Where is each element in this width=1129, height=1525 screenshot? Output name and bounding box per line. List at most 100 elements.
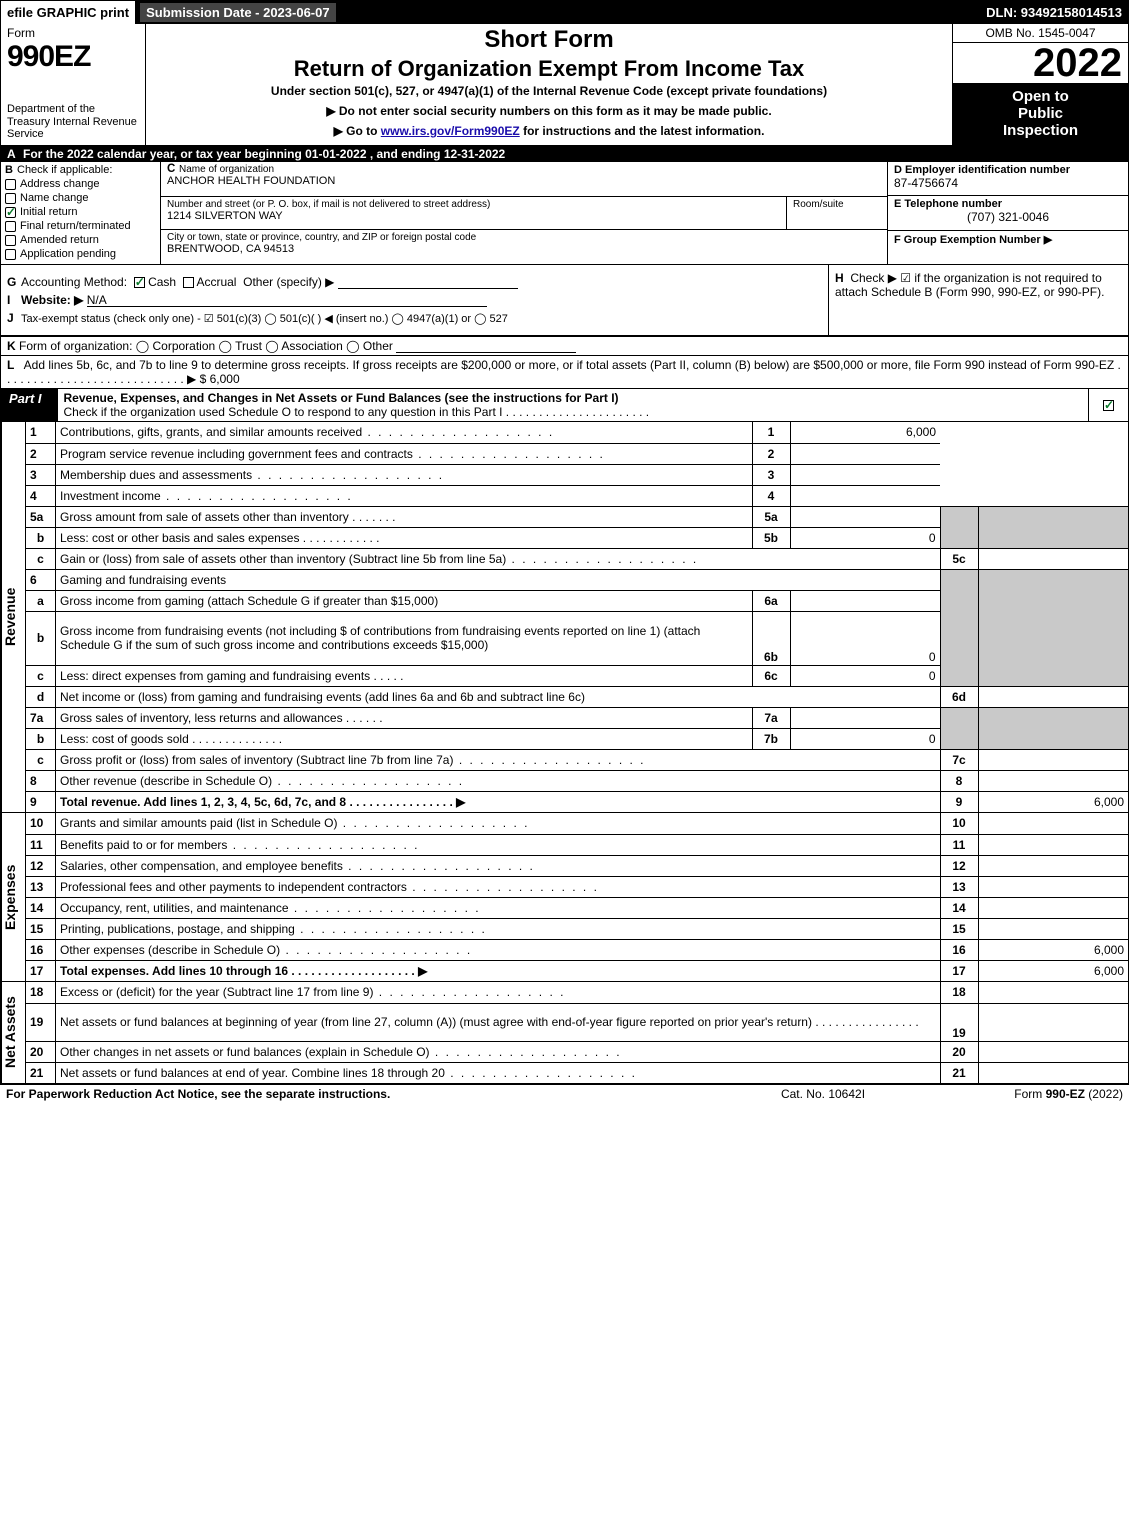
line-a: AFor the 2022 calendar year, or tax year… <box>1 146 1128 162</box>
part-i-header: Part I Revenue, Expenses, and Changes in… <box>1 389 1128 422</box>
website-value: N/A <box>87 293 487 307</box>
amount-17: 6,000 <box>978 960 1128 981</box>
amount-15 <box>978 918 1128 939</box>
cb-final-return[interactable]: Final return/terminated <box>5 220 156 232</box>
row-4: 4Investment income 4 <box>26 485 1129 506</box>
row-15: 15Printing, publications, postage, and s… <box>26 918 1129 939</box>
amount-19 <box>978 1003 1128 1041</box>
expenses-side-label: Expenses <box>1 813 25 981</box>
row-14: 14Occupancy, rent, utilities, and mainte… <box>26 897 1129 918</box>
part-i-title: Revenue, Expenses, and Changes in Net As… <box>64 391 619 405</box>
cb-application-pending[interactable]: Application pending <box>5 248 156 260</box>
row-7a: 7a Gross sales of inventory, less return… <box>26 707 1129 728</box>
part-i-tab: Part I <box>1 389 58 421</box>
row-17: 17Total expenses. Add lines 10 through 1… <box>26 960 1129 981</box>
header-left: Form 990EZ Department of the Treasury In… <box>1 24 146 145</box>
inner-7b: 0 <box>790 728 940 749</box>
form-number: 990EZ <box>7 40 139 74</box>
form-version: Form 990-EZ (2022) <box>923 1087 1123 1101</box>
city-value: BRENTWOOD, CA 94513 <box>167 243 294 255</box>
amount-7c <box>978 749 1128 770</box>
phone-value: (707) 321-0046 <box>894 210 1122 224</box>
under-section-text: Under section 501(c), 527, or 4947(a)(1)… <box>154 84 944 98</box>
amount-16: 6,000 <box>978 939 1128 960</box>
inner-5a <box>790 506 940 527</box>
inspection-line3: Inspection <box>955 122 1126 139</box>
room-label: Room/suite <box>793 199 844 210</box>
amount-21 <box>978 1062 1128 1083</box>
amount-10 <box>978 813 1128 834</box>
inner-7a <box>790 707 940 728</box>
row-8: 8Other revenue (describe in Schedule O) … <box>26 770 1129 791</box>
amount-11 <box>978 834 1128 855</box>
line-l-text: Add lines 5b, 6c, and 7b to line 9 to de… <box>7 358 1121 386</box>
inner-6c: 0 <box>790 665 940 686</box>
row-18: 18Excess or (deficit) for the year (Subt… <box>26 982 1129 1003</box>
paperwork-notice: For Paperwork Reduction Act Notice, see … <box>6 1087 723 1101</box>
department-label: Department of the Treasury Internal Reve… <box>7 103 139 141</box>
cb-cash[interactable] <box>134 277 145 288</box>
cb-name-change[interactable]: Name change <box>5 192 156 204</box>
other-org-field[interactable] <box>396 339 576 353</box>
amount-18 <box>978 982 1128 1003</box>
column-b-checkboxes: BCheck if applicable: Address change Nam… <box>1 162 161 264</box>
catalog-number: Cat. No. 10642I <box>723 1087 923 1101</box>
other-method-field[interactable] <box>338 275 518 289</box>
header-right: OMB No. 1545-0047 2022 Open to Public In… <box>953 24 1128 145</box>
efile-print-button[interactable]: efile GRAPHIC print <box>1 1 137 24</box>
row-2: 2Program service revenue including gover… <box>26 443 1129 464</box>
row-19: 19Net assets or fund balances at beginni… <box>26 1003 1129 1041</box>
inner-6a <box>790 590 940 611</box>
row-1: 1 Contributions, gifts, grants, and simi… <box>26 422 1129 443</box>
cb-address-change[interactable]: Address change <box>5 178 156 190</box>
irs-link[interactable]: www.irs.gov/Form990EZ <box>381 124 520 138</box>
expenses-section: Expenses 10Grants and similar amounts pa… <box>1 813 1128 982</box>
row-7c: cGross profit or (loss) from sales of in… <box>26 749 1129 770</box>
row-10: 10Grants and similar amounts paid (list … <box>26 813 1129 834</box>
row-5a: 5a Gross amount from sale of assets othe… <box>26 506 1129 527</box>
website-label: Website: ▶ <box>21 293 83 307</box>
line-h-text: Check ▶ ☑ if the organization is not req… <box>835 271 1104 299</box>
line-k: K Form of organization: ◯ Corporation ◯ … <box>1 336 1128 355</box>
cb-accrual[interactable] <box>183 277 194 288</box>
row-3: 3Membership dues and assessments 3 <box>26 464 1129 485</box>
net-assets-section: Net Assets 18Excess or (deficit) for the… <box>1 982 1128 1084</box>
amount-20 <box>978 1041 1128 1062</box>
row-16: 16Other expenses (describe in Schedule O… <box>26 939 1129 960</box>
check-if-applicable-label: Check if applicable: <box>17 164 112 176</box>
cb-initial-return[interactable]: Initial return <box>5 206 156 218</box>
cb-schedule-o-part1[interactable] <box>1103 400 1114 411</box>
phone-label: E Telephone number <box>894 198 1122 210</box>
top-bar: efile GRAPHIC print Submission Date - 20… <box>1 1 1128 24</box>
tax-year: 2022 <box>953 43 1128 84</box>
cb-amended-return[interactable]: Amended return <box>5 234 156 246</box>
row-6d: dNet income or (loss) from gaming and fu… <box>26 686 1129 707</box>
ein-value: 87-4756674 <box>894 176 1122 190</box>
row-21: 21Net assets or fund balances at end of … <box>26 1062 1129 1083</box>
ssn-warning: ▶ Do not enter social security numbers o… <box>154 104 944 118</box>
line-j: JTax-exempt status (check only one) - ☑ … <box>7 311 822 325</box>
line-i: IWebsite: ▶ N/A <box>7 293 822 307</box>
row-20: 20Other changes in net assets or fund ba… <box>26 1041 1129 1062</box>
street-label: Number and street (or P. O. box, if mail… <box>167 199 490 210</box>
city-label: City or town, state or province, country… <box>167 232 476 243</box>
form-of-org: Form of organization: ◯ Corporation ◯ Tr… <box>19 339 393 353</box>
submission-date: Submission Date - 2023-06-07 <box>139 2 337 23</box>
amount-13 <box>978 876 1128 897</box>
section-b-thru-f: BCheck if applicable: Address change Nam… <box>1 162 1128 265</box>
accounting-method-label: Accounting Method: <box>21 275 127 289</box>
page-footer: For Paperwork Reduction Act Notice, see … <box>0 1085 1129 1103</box>
inner-6b: 0 <box>790 611 940 665</box>
row-6: 6Gaming and fundraising events <box>26 569 1129 590</box>
goto-post: for instructions and the latest informat… <box>520 124 765 138</box>
amount-4 <box>790 485 940 506</box>
row-12: 12Salaries, other compensation, and empl… <box>26 855 1129 876</box>
short-form-title: Short Form <box>154 26 944 54</box>
form-word: Form <box>7 26 139 40</box>
goto-line: ▶ Go to www.irs.gov/Form990EZ for instru… <box>154 124 944 138</box>
amount-12 <box>978 855 1128 876</box>
dln-number: DLN: 93492158014513 <box>980 1 1128 24</box>
part-i-sub: Check if the organization used Schedule … <box>64 405 650 419</box>
line-h: H Check ▶ ☑ if the organization is not r… <box>828 265 1128 335</box>
row-11: 11Benefits paid to or for members11 <box>26 834 1129 855</box>
